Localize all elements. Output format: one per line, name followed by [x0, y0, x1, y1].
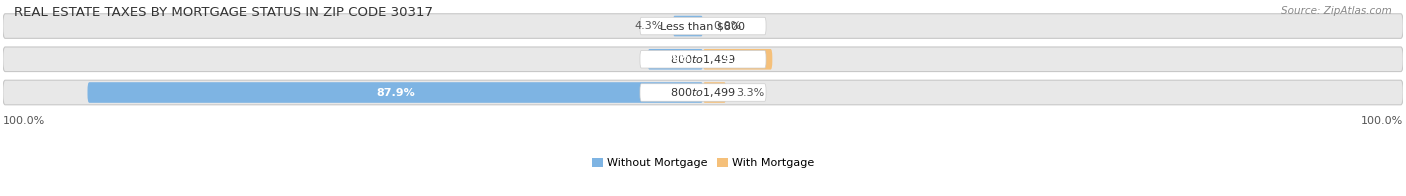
Text: $800 to $1,499: $800 to $1,499: [671, 86, 735, 99]
FancyBboxPatch shape: [3, 47, 1403, 72]
Legend: Without Mortgage, With Mortgage: Without Mortgage, With Mortgage: [588, 153, 818, 172]
Text: REAL ESTATE TAXES BY MORTGAGE STATUS IN ZIP CODE 30317: REAL ESTATE TAXES BY MORTGAGE STATUS IN …: [14, 6, 433, 19]
FancyBboxPatch shape: [640, 17, 766, 35]
Text: 87.9%: 87.9%: [375, 87, 415, 97]
FancyBboxPatch shape: [703, 49, 772, 70]
FancyBboxPatch shape: [648, 49, 703, 70]
Text: 9.9%: 9.9%: [723, 54, 754, 64]
FancyBboxPatch shape: [3, 14, 1403, 38]
Text: 100.0%: 100.0%: [3, 116, 45, 126]
FancyBboxPatch shape: [673, 16, 703, 36]
FancyBboxPatch shape: [3, 80, 1403, 105]
FancyBboxPatch shape: [640, 51, 766, 68]
Text: 0.0%: 0.0%: [713, 21, 742, 31]
Text: $800 to $1,499: $800 to $1,499: [671, 53, 735, 66]
Text: 3.3%: 3.3%: [737, 87, 765, 97]
FancyBboxPatch shape: [640, 84, 766, 101]
Text: Less than $800: Less than $800: [661, 21, 745, 31]
Text: Source: ZipAtlas.com: Source: ZipAtlas.com: [1281, 6, 1392, 16]
FancyBboxPatch shape: [87, 82, 703, 103]
FancyBboxPatch shape: [703, 82, 725, 103]
Text: 4.3%: 4.3%: [634, 21, 662, 31]
Text: 100.0%: 100.0%: [1361, 116, 1403, 126]
Text: 7.9%: 7.9%: [659, 54, 690, 64]
